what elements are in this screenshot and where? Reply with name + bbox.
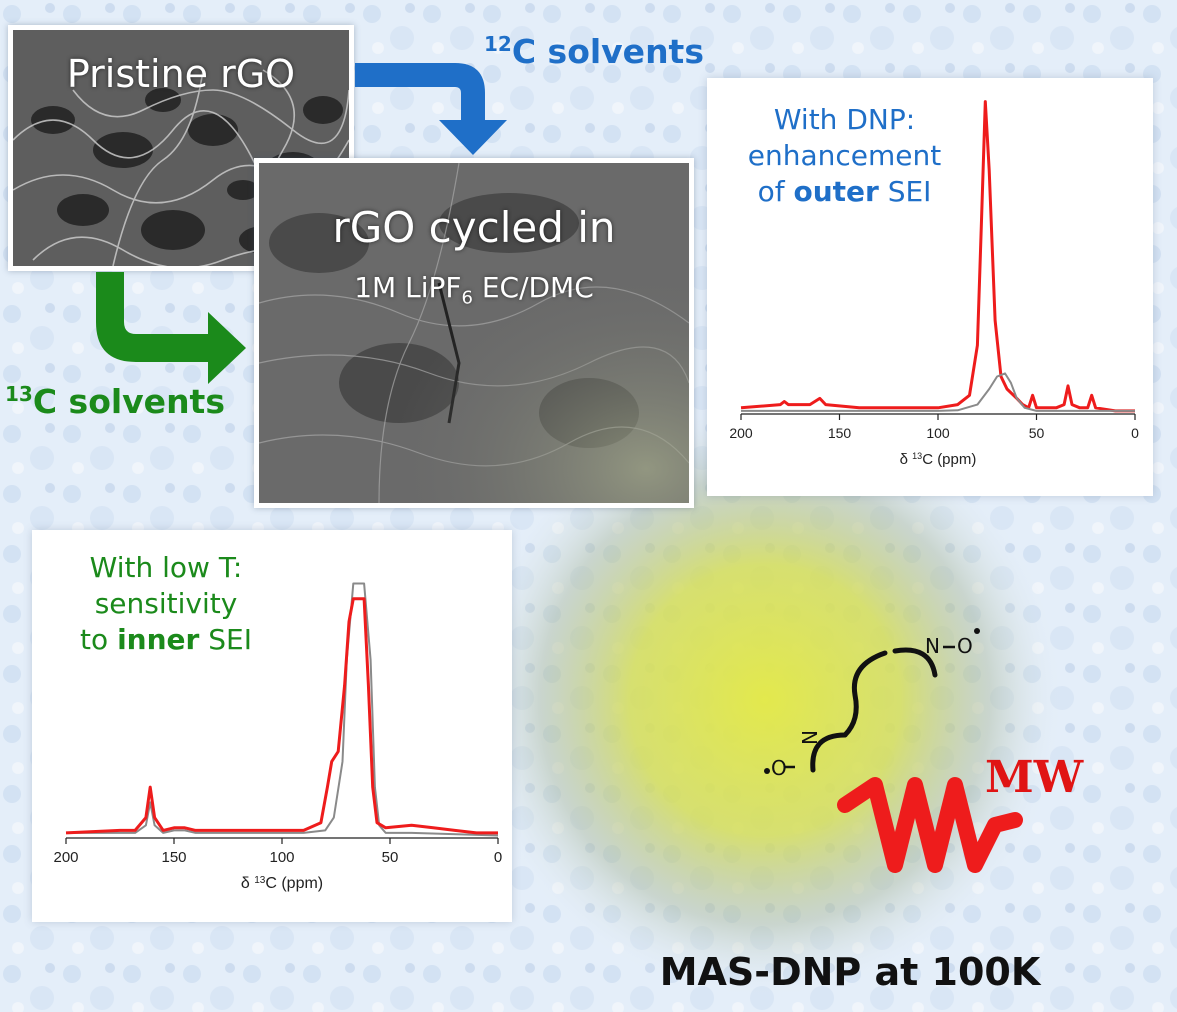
dnp-spectrum-panel: With DNP: enhancement of outer SEI 200 15…: [707, 78, 1153, 496]
series-line-gray_series: [66, 582, 499, 837]
x-axis-label: δ 13C (ppm): [241, 875, 323, 893]
dnp-spectrum-chart: 200 150 100 50 0 δ 13C (ppm): [729, 100, 1139, 468]
nitrogen-atom-2: N: [797, 730, 821, 745]
cycled-rgo-electrolyte: 1M LiPF6 EC/DMC: [354, 271, 594, 309]
series-line-gray_series: [741, 372, 1135, 412]
series-line-red_series: [65, 597, 498, 835]
x-tick-label-100: 100: [926, 425, 950, 441]
c12-solvents-label: 12C solvents: [484, 32, 704, 71]
mw-label: MW: [985, 752, 1084, 803]
x-axis-label: δ 13C (ppm): [900, 451, 977, 468]
pristine-rgo-title: Pristine rGO: [66, 52, 296, 96]
x-tick-label-150: 150: [161, 849, 186, 866]
nitrogen-atom-1: N: [925, 634, 940, 658]
x-tick-label-0: 0: [1131, 425, 1139, 441]
lowt-spectrum-panel: With low T: sensitivity to inner SEI 200…: [32, 530, 512, 922]
microwave-wave-icon: [837, 777, 1023, 873]
blue-arrow-icon: [355, 63, 507, 155]
x-tick-label-100: 100: [269, 849, 294, 866]
lowt-note: With low T: sensitivity to inner SEI: [80, 551, 252, 656]
dnp-note: With DNP: enhancement of outer SEI: [747, 103, 942, 208]
x-tick-label-200: 200: [53, 849, 78, 866]
glow-halo: [465, 400, 1065, 1000]
x-tick-label-50: 50: [382, 849, 399, 866]
green-arrow-icon: [96, 272, 246, 384]
biradical-icon: N O N O: [764, 628, 980, 780]
x-tick-label-50: 50: [1029, 425, 1045, 441]
lowt-spectrum-chart: 200 150 100 50 0 δ 13C (ppm): [53, 582, 502, 893]
x-tick-label-0: 0: [494, 849, 502, 866]
series-line-red_series: [740, 100, 1135, 413]
bottom-title: MAS-DNP at 100K: [659, 950, 1041, 994]
c13-solvents-label: 13C solvents: [5, 382, 225, 421]
cycled-rgo-image: rGO cycled in 1M LiPF6 EC/DMC: [254, 158, 694, 508]
x-tick-label-150: 150: [828, 425, 852, 441]
sem-texture-cycled: [259, 163, 689, 503]
oxygen-atom-1: O: [957, 634, 973, 658]
cycled-rgo-title: rGO cycled in: [332, 203, 616, 252]
x-tick-label-200: 200: [729, 425, 753, 441]
oxygen-atom-2: O: [771, 756, 787, 780]
